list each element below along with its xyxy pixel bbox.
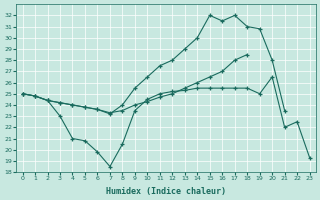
X-axis label: Humidex (Indice chaleur): Humidex (Indice chaleur) [106,187,226,196]
